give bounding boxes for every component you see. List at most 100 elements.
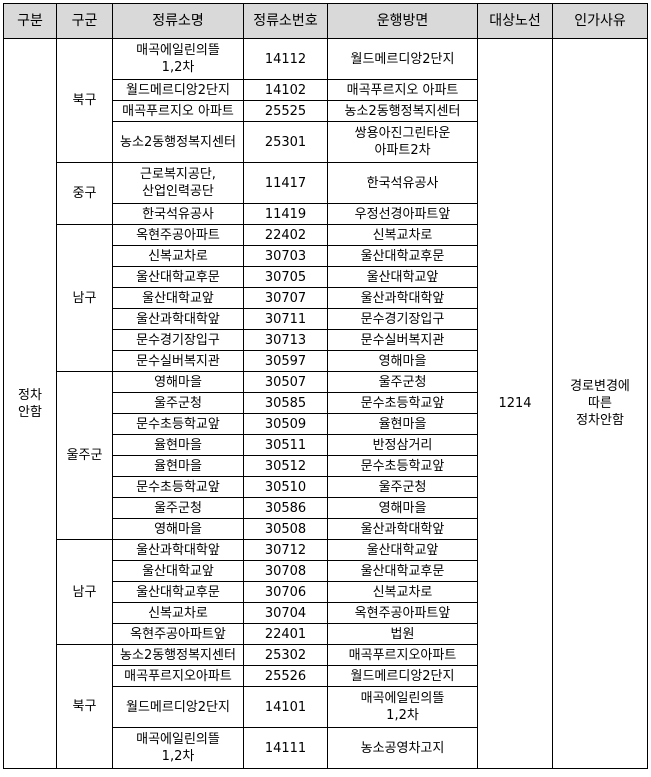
stop-number: 11419 xyxy=(243,203,328,225)
stop-name: 영해마을 xyxy=(112,518,244,540)
table-header: 구분 구군 정류소명 정류소번호 운행방면 대상노선 인가사유 xyxy=(3,3,648,39)
stop-number: 30512 xyxy=(243,455,328,477)
table-row: 정차 안함 북구 매곡에일린의뜰 1,2차 14112 월드메르디앙2단지 1214 경로변… xyxy=(3,38,648,769)
stop-name: 울산과학대학앞 xyxy=(112,308,244,330)
direction: 영해마을 xyxy=(327,350,478,372)
stop-number: 30705 xyxy=(243,266,328,288)
stop-name: 월드메르디앙2단지 xyxy=(112,686,244,728)
table-row: 매곡에일린의뜰 1,2차 14111 농소공영차고지 xyxy=(4,727,648,769)
table-row: 한국석유공사 11419 우정선경아파트앞 xyxy=(4,203,648,225)
stop-table: 구분 구군 정류소명 정류소번호 운행방면 대상노선 인가사유 정차 안함 북구 매곡에일린의뜰… xyxy=(3,3,648,769)
header-cell: 정류소명 xyxy=(112,3,244,39)
stop-number: 30586 xyxy=(243,497,328,519)
stop-name: 울주군청 xyxy=(112,392,244,414)
table-row: 울산과학대학앞 30711 문수경기장입구 xyxy=(4,308,648,330)
direction: 문수초등학교앞 xyxy=(327,392,478,414)
stop-number: 30713 xyxy=(243,329,328,351)
direction: 문수실버복지관 xyxy=(327,329,478,351)
table-row: 신복교차로 30704 옥현주공아파트앞 xyxy=(4,602,648,624)
stop-number: 22402 xyxy=(243,224,328,246)
direction: 매곡푸르지오 아파트 xyxy=(327,79,478,101)
header-cell: 구군 xyxy=(56,3,113,39)
direction: 울산대학교후문 xyxy=(327,245,478,267)
stop-name: 울산대학교앞 xyxy=(112,287,244,309)
stop-number: 30711 xyxy=(243,308,328,330)
stop-name: 문수실버복지관 xyxy=(112,350,244,372)
reason-cell: 경로변경에 따른 정차안함 xyxy=(552,38,648,769)
table-row: 울산대학교앞 30707 울산과학대학앞 xyxy=(4,287,648,309)
district-cell: 북구 xyxy=(56,38,113,163)
district-cell: 울주군 xyxy=(56,371,113,540)
stop-name: 울산대학교후문 xyxy=(112,266,244,288)
stop-name: 매곡에일린의뜰 1,2차 xyxy=(112,38,244,80)
stop-number: 30708 xyxy=(243,560,328,582)
stop-number: 14112 xyxy=(243,38,328,80)
stop-number: 30704 xyxy=(243,602,328,624)
stop-name: 율현마을 xyxy=(112,434,244,456)
stop-number: 30707 xyxy=(243,287,328,309)
stop-number: 30507 xyxy=(243,371,328,393)
stop-number: 14101 xyxy=(243,686,328,728)
direction: 울산대학교후문 xyxy=(327,560,478,582)
direction: 농소공영차고지 xyxy=(327,727,478,769)
stop-number: 11417 xyxy=(243,162,328,204)
stop-number: 25526 xyxy=(243,665,328,687)
stop-name: 영해마을 xyxy=(112,371,244,393)
table-row: 문수실버복지관 30597 영해마을 xyxy=(4,350,648,372)
stop-name: 매곡에일린의뜰 1,2차 xyxy=(112,727,244,769)
header-cell: 구분 xyxy=(3,3,57,39)
stop-name: 울산대학교후문 xyxy=(112,581,244,603)
stop-number: 25525 xyxy=(243,100,328,122)
table-row: 울주군청 30586 영해마을 xyxy=(4,497,648,519)
stop-name: 월드메르디앙2단지 xyxy=(112,79,244,101)
district-cell: 중구 xyxy=(56,162,113,225)
stop-number: 25302 xyxy=(243,644,328,666)
header-cell: 대상노선 xyxy=(477,3,553,39)
table-row: 농소2동행정복지센터 25301 쌍용아진그린타운 아파트2차 xyxy=(4,121,648,163)
direction: 월드메르디앙2단지 xyxy=(327,38,478,80)
stop-number: 14111 xyxy=(243,727,328,769)
district-cell: 북구 xyxy=(56,644,113,769)
direction: 울주군청 xyxy=(327,476,478,498)
stop-number: 30585 xyxy=(243,392,328,414)
direction: 영해마을 xyxy=(327,497,478,519)
stop-name: 옥현주공아파트 xyxy=(112,224,244,246)
stop-name: 한국석유공사 xyxy=(112,203,244,225)
direction: 율현마을 xyxy=(327,413,478,435)
direction: 문수초등학교앞 xyxy=(327,455,478,477)
header-cell: 정류소번호 xyxy=(243,3,328,39)
stop-name: 근로복지공단, 산업인력공단 xyxy=(112,162,244,204)
stop-name: 매곡푸르지오아파트 xyxy=(112,665,244,687)
table-row: 울산대학교후문 30706 신복교차로 xyxy=(4,581,648,603)
stop-name: 문수경기장입구 xyxy=(112,329,244,351)
stop-number: 14102 xyxy=(243,79,328,101)
direction: 농소2동행정복지센터 xyxy=(327,100,478,122)
header-row: 구분 구군 정류소명 정류소번호 운행방면 대상노선 인가사유 xyxy=(3,3,648,39)
stop-number: 22401 xyxy=(243,623,328,645)
stop-name: 문수초등학교앞 xyxy=(112,413,244,435)
direction: 울산과학대학앞 xyxy=(327,287,478,309)
direction: 쌍용아진그린타운 아파트2차 xyxy=(327,121,478,163)
stop-number: 30703 xyxy=(243,245,328,267)
stop-number: 30706 xyxy=(243,581,328,603)
stop-number: 30712 xyxy=(243,539,328,561)
stop-name: 신복교차로 xyxy=(112,602,244,624)
stop-name: 옥현주공아파트앞 xyxy=(112,623,244,645)
stop-number: 30597 xyxy=(243,350,328,372)
direction: 매곡에일린의뜰 1,2차 xyxy=(327,686,478,728)
district-cell: 남구 xyxy=(56,224,113,372)
direction: 울산대학교앞 xyxy=(327,539,478,561)
table-row: 월드메르디앙2단지 14101 매곡에일린의뜰 1,2차 xyxy=(4,686,648,728)
stop-number: 30511 xyxy=(243,434,328,456)
table-row: 율현마을 30511 반정삼거리 xyxy=(4,434,648,456)
direction: 옥현주공아파트앞 xyxy=(327,602,478,624)
table-row: 율현마을 30512 문수초등학교앞 xyxy=(4,455,648,477)
table-row: 중구 근로복지공단, 산업인력공단 11417 한국석유공사 xyxy=(4,162,648,225)
stop-name: 울산과학대학앞 xyxy=(112,539,244,561)
stop-name: 농소2동행정복지센터 xyxy=(112,644,244,666)
stop-number: 30509 xyxy=(243,413,328,435)
table-row: 울산대학교후문 30705 울산대학교앞 xyxy=(4,266,648,288)
direction: 울산대학교앞 xyxy=(327,266,478,288)
header-cell: 운행방면 xyxy=(327,3,478,39)
table-row: 옥현주공아파트앞 22401 법원 xyxy=(4,623,648,645)
